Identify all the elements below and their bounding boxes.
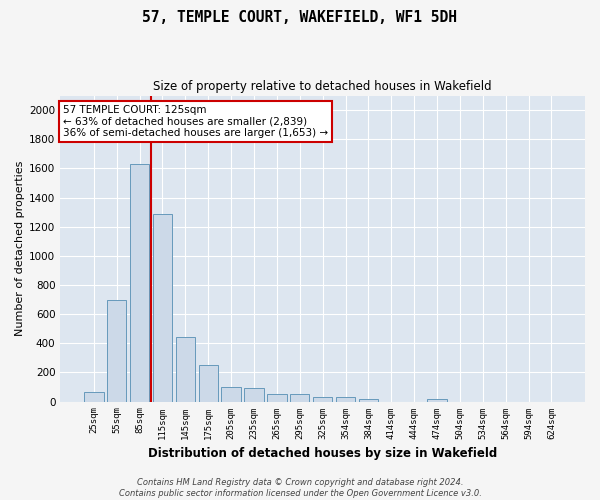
Text: 57, TEMPLE COURT, WAKEFIELD, WF1 5DH: 57, TEMPLE COURT, WAKEFIELD, WF1 5DH: [143, 10, 458, 25]
Text: Contains HM Land Registry data © Crown copyright and database right 2024.
Contai: Contains HM Land Registry data © Crown c…: [119, 478, 481, 498]
Bar: [359, 398, 378, 402]
Title: Size of property relative to detached houses in Wakefield: Size of property relative to detached ho…: [154, 80, 492, 93]
Bar: [107, 300, 127, 402]
Bar: [153, 214, 172, 402]
Bar: [313, 397, 332, 402]
Bar: [84, 392, 104, 402]
Bar: [176, 338, 195, 402]
Bar: [427, 398, 447, 402]
X-axis label: Distribution of detached houses by size in Wakefield: Distribution of detached houses by size …: [148, 447, 497, 460]
Bar: [336, 397, 355, 402]
Bar: [267, 394, 287, 402]
Bar: [244, 388, 264, 402]
Bar: [221, 387, 241, 402]
Bar: [199, 365, 218, 402]
Text: 57 TEMPLE COURT: 125sqm
← 63% of detached houses are smaller (2,839)
36% of semi: 57 TEMPLE COURT: 125sqm ← 63% of detache…: [63, 104, 328, 138]
Bar: [290, 394, 310, 402]
Y-axis label: Number of detached properties: Number of detached properties: [15, 161, 25, 336]
Bar: [130, 164, 149, 402]
